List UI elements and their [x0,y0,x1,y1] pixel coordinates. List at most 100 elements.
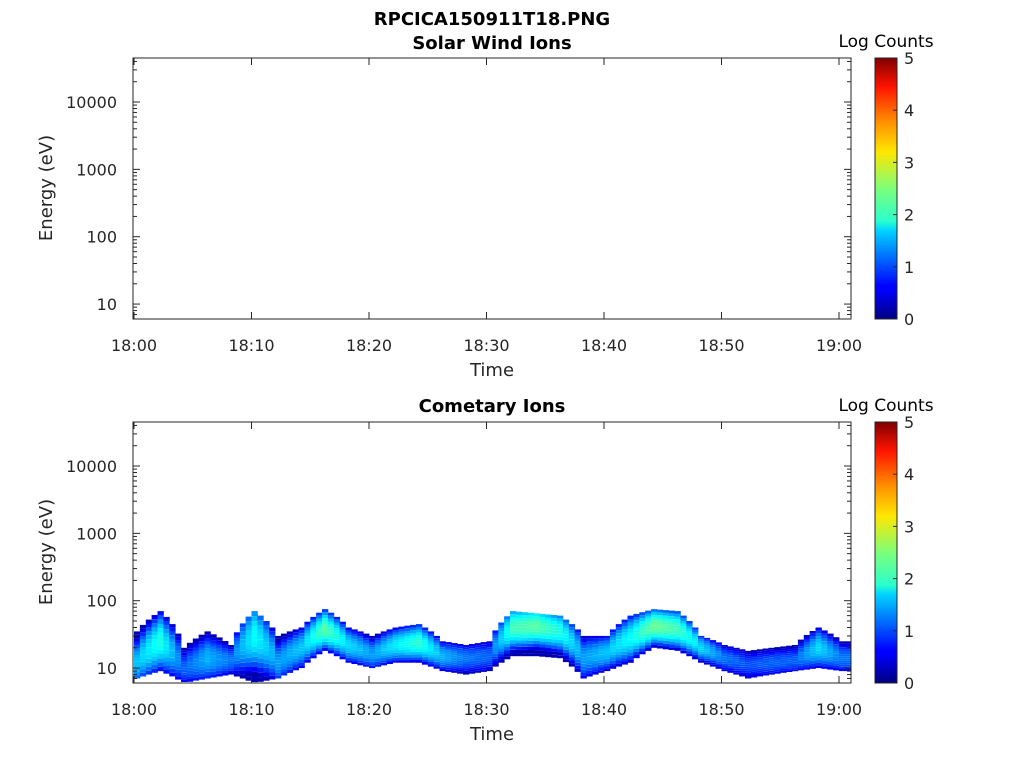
spectrogram-cell [210,662,217,666]
spectrogram-cell [815,656,822,660]
spectrogram-cell [492,661,499,665]
spectrogram-cell [786,656,793,659]
spectrogram-cell [233,651,241,655]
spectrogram-cell [374,650,382,653]
spectrogram-cell [468,644,476,647]
spectrogram-cell [468,669,476,672]
spectrogram-cell [827,636,834,639]
spectrogram-cell [598,659,605,663]
spectrogram-cell [345,650,352,653]
spectrogram-cell [433,647,440,650]
spectrogram-cell [533,613,540,617]
spectrogram-cell [404,654,411,658]
spectrogram-cell [410,638,417,642]
spectrogram-cell [809,639,816,642]
spectrogram-cell [698,655,705,657]
spectrogram-cell [539,644,546,648]
spectrogram-cell [568,648,576,652]
spectrogram-cell [474,666,482,669]
spectrogram-cell [674,645,681,648]
spectrogram-cell [562,634,570,638]
spectrogram-cell [739,655,746,657]
spectrogram-cell [204,671,211,676]
spectrogram-cell [316,615,323,619]
spectrogram-cell [833,651,840,654]
spectrogram-cell [339,637,346,641]
spectrogram-cell [157,636,164,642]
spectrogram-cell [662,640,670,644]
spectrogram-cell [768,653,775,656]
spectrogram-cell [339,629,346,633]
spectrogram-cell [551,615,558,618]
spectrogram-cell [181,660,188,663]
spectrogram-cell [275,660,282,664]
spectrogram-cell [839,662,846,665]
spectrogram-cell [134,668,141,672]
spectrogram-cell [292,652,299,656]
spectrogram-cell [504,650,511,654]
spectrogram-cell [433,659,440,662]
spectrogram-cell [327,633,335,636]
spectrogram-cell [139,635,147,640]
spectrogram-cell [668,613,675,617]
spectrogram-cell [504,622,511,626]
spectrogram-cell [316,627,323,631]
spectrogram-cell [515,621,523,625]
spectrogram-cell [533,640,540,644]
spectrogram-cell [533,619,540,623]
panel-cometary: Cometary Ions 18:00 18:10 18:20 18:30 18:40 1… [36,396,934,745]
spectrogram-cell [316,624,323,628]
spectrogram-cell [739,657,746,659]
spectrogram-cell [627,639,634,643]
x-tick-label: 18:30 [463,336,509,355]
spectrogram-cell [780,646,787,649]
spectrogram-cell [692,643,699,646]
spectrogram-cell [486,645,493,648]
spectrogram-cell [833,660,840,664]
spectrogram-cell [527,650,534,654]
spectrogram-cell [416,643,423,647]
spectrogram-cell [568,651,576,655]
spectrogram-cell [698,635,705,638]
spectrogram-cell [163,649,170,654]
spectrogram-cell [727,667,734,669]
spectrogram-cell [310,634,317,638]
spectrogram-cell [510,627,517,631]
spectrogram-cell [656,637,664,641]
spectrogram-cell [292,658,299,662]
spectrogram-cell [468,663,476,666]
spectrogram-cell [139,672,147,677]
spectrogram-cell [416,637,423,641]
spectrogram-cell [609,654,617,658]
spectrogram-cell [263,629,270,634]
spectrogram-cell [539,616,546,620]
spectrogram-cell [169,646,176,651]
spectrogram-cell [151,643,158,648]
spectrogram-cell [809,666,816,669]
spectrogram-cell [598,643,605,647]
colorbar-label: Log Counts [838,32,933,52]
spectrogram-cell [145,658,153,663]
spectrogram-cell [404,649,411,653]
spectrogram-cell [562,628,570,632]
x-axis-label: Time [469,360,514,381]
spectrogram-cell [439,656,446,659]
spectrogram-cell [762,660,769,662]
spectrogram-cell [792,652,799,655]
spectrogram-cell [498,659,505,663]
spectrogram-cell [604,651,611,654]
colorbar-tick-label: 1 [904,258,914,277]
spectrogram-cell [181,667,188,670]
spectrogram-cell [427,644,435,647]
spectrogram-cell [780,650,787,652]
spectrogram-cell [580,672,587,676]
spectrogram-cell [797,646,805,649]
spectrogram-cell [310,619,317,623]
spectrogram-cell [233,667,241,671]
spectrogram-cell [275,645,282,648]
spectrogram-cell [392,650,399,653]
spectrogram-cell [844,662,852,665]
spectrogram-cell [750,675,758,678]
spectrogram-cell [745,668,752,671]
spectrogram-cell [797,648,805,651]
